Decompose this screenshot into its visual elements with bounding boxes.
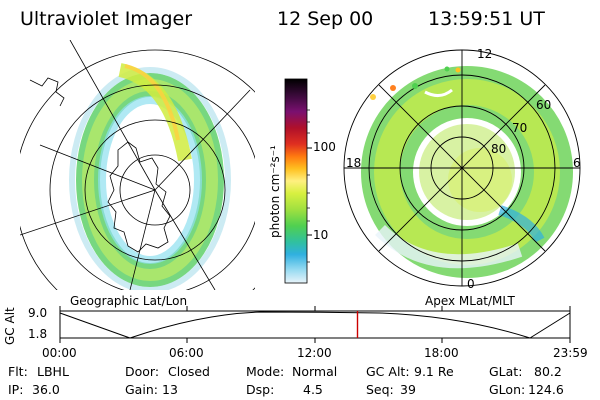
date-label: 12 Sep 00 (277, 8, 374, 30)
glat-value: 80.2 (534, 364, 562, 379)
altitude-ytick-bottom: 1.8 (28, 327, 48, 341)
mlat-70-label: 70 (512, 121, 528, 135)
colorbar-unit-label: photon cm⁻²s⁻¹ (268, 145, 282, 238)
colorbar-tick-10: 10 (313, 228, 329, 242)
dsp-value: 4.5 (303, 382, 323, 397)
gain-value: 13 (162, 382, 178, 397)
colorbar-tick-100: 100 (313, 140, 336, 154)
mode-value: Normal (292, 364, 338, 379)
mlt-dusk-label: 18 (346, 156, 362, 170)
colorbar (284, 78, 308, 284)
altitude-strip (59, 310, 571, 339)
mlt-dawn-label: 6 (573, 156, 581, 170)
ip-value: 36.0 (32, 382, 60, 397)
flt-value: LBHL (37, 364, 69, 379)
altitude-curve (59, 311, 571, 339)
door-value: Closed (168, 364, 210, 379)
altitude-xtick: 00:00 (42, 346, 77, 360)
ip-label: IP: (8, 382, 24, 397)
flt-label: Flt: (8, 364, 28, 379)
seq-value: 39 (400, 382, 416, 397)
mlt-midnight-label: 0 (467, 277, 475, 291)
altitude-xtick: 18:00 (424, 346, 459, 360)
right-panel-label: Apex MLat/MLT (425, 294, 515, 308)
mlt-noon-label: 12 (477, 47, 493, 61)
glon-value: 124.6 (528, 382, 564, 397)
polar-map (343, 49, 581, 287)
altitude-xtick: 06:00 (169, 346, 204, 360)
door-label: Door: (125, 364, 160, 379)
gcalt-label: GC Alt: (366, 364, 410, 379)
mlat-80-label: 80 (491, 142, 507, 156)
left-panel-label: Geographic Lat/Lon (70, 294, 188, 308)
mlat-60-label: 60 (536, 98, 552, 112)
altitude-ytick-top: 9.0 (28, 306, 48, 320)
gcalt-value: 9.1 Re (414, 364, 454, 379)
geographic-map (20, 40, 255, 290)
altitude-xtick: 12:00 (297, 346, 332, 360)
mode-label: Mode: (246, 364, 285, 379)
seq-label: Seq: (366, 382, 394, 397)
instrument-title: Ultraviolet Imager (20, 8, 193, 30)
time-label: 13:59:51 UT (428, 8, 545, 30)
glat-label: GLat: (489, 364, 523, 379)
glon-label: GLon: (489, 382, 526, 397)
dsp-label: Dsp: (246, 382, 275, 397)
altitude-ylabel: GC Alt (3, 307, 17, 345)
gain-label: Gain: (125, 382, 158, 397)
altitude-xtick: 23:59 (553, 346, 588, 360)
